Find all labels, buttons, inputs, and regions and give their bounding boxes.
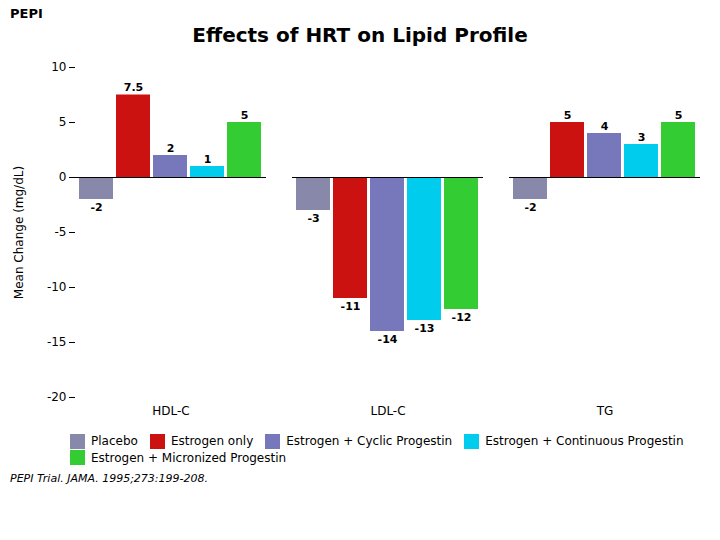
- html-text:Placebo: Placebo: [91, 434, 138, 449]
- html-text:PEPI: PEPI: [10, 6, 43, 21]
- svg-text:-2: -2: [524, 201, 536, 214]
- svg-text:-2: -2: [90, 201, 102, 214]
- svg-text:TG: TG: [596, 404, 614, 418]
- svg-text:4: 4: [601, 120, 609, 133]
- svg-text:10: 10: [51, 60, 66, 74]
- svg-text:-12: -12: [452, 311, 472, 324]
- html-text:Estrogen + Micronized Progesti: Estrogen + Micronized Progestin: [91, 450, 287, 465]
- svg-text:HDL-C: HDL-C: [152, 404, 189, 418]
- svg-text:5: 5: [59, 115, 67, 129]
- html-text:Estrogen only: Estrogen only: [170, 434, 254, 449]
- svg-text:-20: -20: [47, 390, 67, 404]
- svg-text:5: 5: [564, 109, 572, 122]
- svg-text:7.5: 7.5: [124, 81, 144, 94]
- svg-text:Mean Change (mg/dL): Mean Change (mg/dL): [12, 166, 26, 299]
- html-text:PEPI Trial. JAMA. 1995;273:199: PEPI Trial. JAMA. 1995;273:199-208.: [10, 472, 208, 485]
- svg-text:-13: -13: [415, 322, 435, 335]
- svg-text:-11: -11: [341, 300, 361, 313]
- svg-text:3: 3: [638, 131, 646, 144]
- svg-text:0: 0: [59, 170, 67, 184]
- svg-text:-3: -3: [307, 212, 319, 225]
- html-text:Estrogen + Cyclic Progestin: Estrogen + Cyclic Progestin: [286, 434, 453, 449]
- html-text:Effects of HRT on Lipid Profil: Effects of HRT on Lipid Profile: [192, 23, 528, 47]
- svg-text:-5: -5: [55, 225, 67, 239]
- svg-text:-15: -15: [47, 335, 67, 349]
- svg-text:LDL-C: LDL-C: [370, 404, 405, 418]
- svg-text:-10: -10: [47, 280, 67, 294]
- svg-text:-14: -14: [378, 333, 398, 346]
- svg-text:1: 1: [204, 153, 212, 166]
- html-text:Estrogen + Continuous Progesti: Estrogen + Continuous Progestin: [485, 434, 684, 449]
- svg-text:5: 5: [241, 109, 249, 122]
- svg-text:2: 2: [167, 142, 175, 155]
- svg-text:5: 5: [675, 109, 683, 122]
